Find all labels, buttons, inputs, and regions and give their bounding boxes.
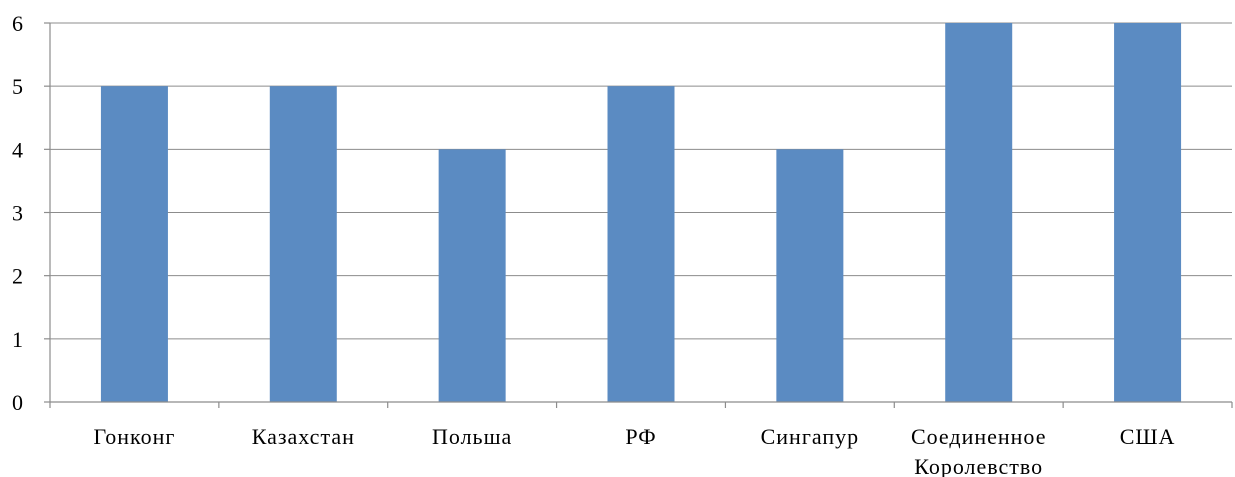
y-axis: 0 1 2 3 4 5 6 [12, 11, 51, 415]
bar [945, 23, 1013, 402]
bar [269, 86, 337, 403]
bar [776, 149, 844, 402]
x-tick-label: Казахстан [252, 424, 355, 449]
bar [607, 86, 675, 403]
x-tick-label: Гонконг [93, 424, 175, 449]
bar [438, 149, 506, 402]
y-tick-label: 3 [12, 201, 23, 226]
y-tick-label: 2 [12, 264, 23, 289]
y-tick-label: 5 [12, 74, 23, 99]
y-tick-label: 1 [12, 327, 23, 352]
x-tick-label: РФ [625, 424, 656, 449]
x-tick-label: Соединенное [911, 424, 1047, 449]
y-tick-label: 4 [12, 137, 23, 162]
y-tick-label: 0 [12, 390, 23, 415]
x-tick-label: Сингапур [761, 424, 860, 449]
y-tick-label: 6 [12, 11, 23, 36]
x-axis-labels: Гонконг Казахстан Польша РФ Сингапур Соединен… [93, 424, 1176, 477]
x-tick-label: Польша [432, 424, 512, 449]
x-tick-label: Королевство [914, 454, 1043, 477]
x-tick-label: США [1120, 424, 1176, 449]
bar [1114, 23, 1182, 402]
bar [100, 86, 168, 403]
x-axis [49, 401, 1233, 408]
bars [100, 23, 1182, 403]
